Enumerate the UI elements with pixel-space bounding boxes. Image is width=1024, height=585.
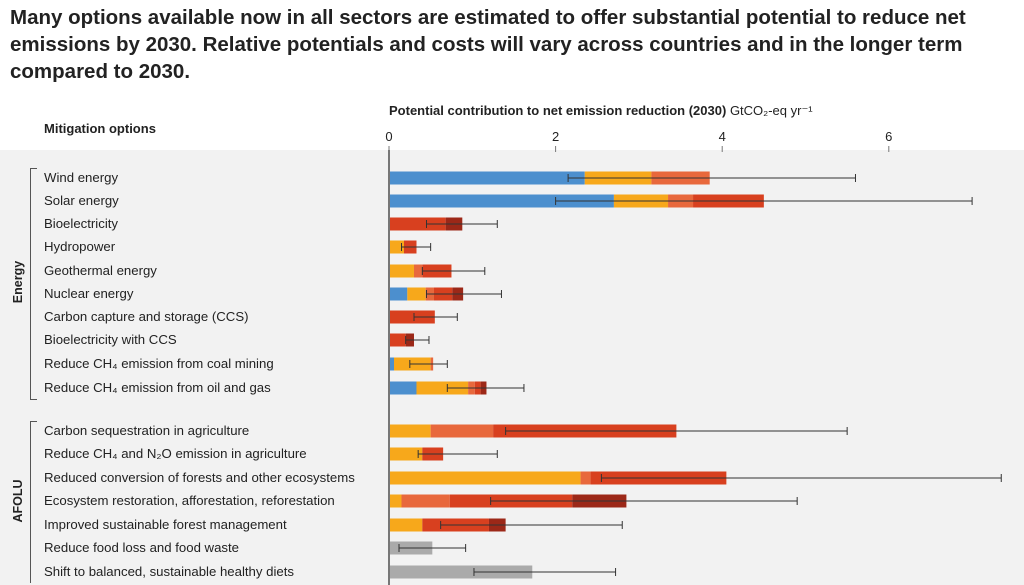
option-label: Reduced conversion of forests and other … — [44, 470, 355, 485]
option-label: Solar energy — [44, 193, 119, 208]
option-label: Improved sustainable forest management — [44, 517, 287, 532]
bar-segment — [389, 240, 404, 254]
bar-segment — [413, 264, 423, 278]
option-label: Nuclear energy — [44, 286, 134, 301]
x-axis-title: Potential contribution to net emission r… — [389, 103, 813, 119]
bar-segment — [580, 471, 591, 485]
x-axis-unit: GtCO₂-eq yr⁻¹ — [729, 103, 813, 118]
option-label: Ecosystem restoration, afforestation, re… — [44, 493, 335, 508]
bar-segment — [389, 381, 417, 395]
bar-segment — [389, 310, 435, 324]
bar-segment — [389, 494, 402, 508]
option-label: Carbon sequestration in agriculture — [44, 423, 250, 438]
option-label: Wind energy — [44, 170, 119, 185]
option-label: Reduce CH₄ emission from oil and gas — [44, 380, 271, 395]
headline: Many options available now in all sector… — [10, 6, 966, 83]
bar-segment — [389, 424, 431, 438]
bar-segment — [389, 357, 394, 371]
bar-segment — [389, 471, 581, 485]
x-tick-label: 2 — [552, 129, 559, 144]
bar-segment — [401, 494, 450, 508]
bar-segment — [389, 217, 446, 231]
option-label: Reduce food loss and food waste — [44, 540, 240, 555]
bar-segment — [416, 381, 469, 395]
option-label: Shift to balanced, sustainable healthy d… — [44, 564, 294, 579]
option-label: Hydropower — [44, 239, 116, 254]
bar-segment — [430, 424, 494, 438]
x-tick-label: 4 — [719, 129, 726, 144]
column-header: Mitigation options — [44, 121, 156, 136]
option-label: Reduce CH₄ emission from coal mining — [44, 356, 274, 371]
bar-segment — [389, 264, 414, 278]
option-label: Geothermal energy — [44, 263, 157, 278]
bar-segment — [389, 287, 408, 301]
option-label: Bioelectricity — [44, 216, 119, 231]
group-bracket — [30, 421, 37, 583]
bar-segment — [389, 333, 406, 347]
bar-segment — [389, 194, 614, 208]
x-axis-title-main: Potential contribution to net emission r… — [389, 103, 727, 118]
bar-segment — [389, 447, 423, 461]
option-label: Reduce CH₄ and N₂O emission in agricultu… — [44, 446, 307, 461]
chart-background-panel — [0, 150, 1024, 585]
bar-segment — [389, 171, 585, 185]
bar-segment — [389, 565, 533, 579]
option-label: Bioelectricity with CCS — [44, 332, 177, 347]
option-label: Carbon capture and storage (CCS) — [44, 309, 249, 324]
bar-segment — [389, 518, 423, 532]
x-tick-label: 0 — [385, 129, 392, 144]
x-tick-label: 6 — [885, 129, 892, 144]
bar-segment — [407, 287, 426, 301]
group-bracket — [30, 168, 37, 400]
